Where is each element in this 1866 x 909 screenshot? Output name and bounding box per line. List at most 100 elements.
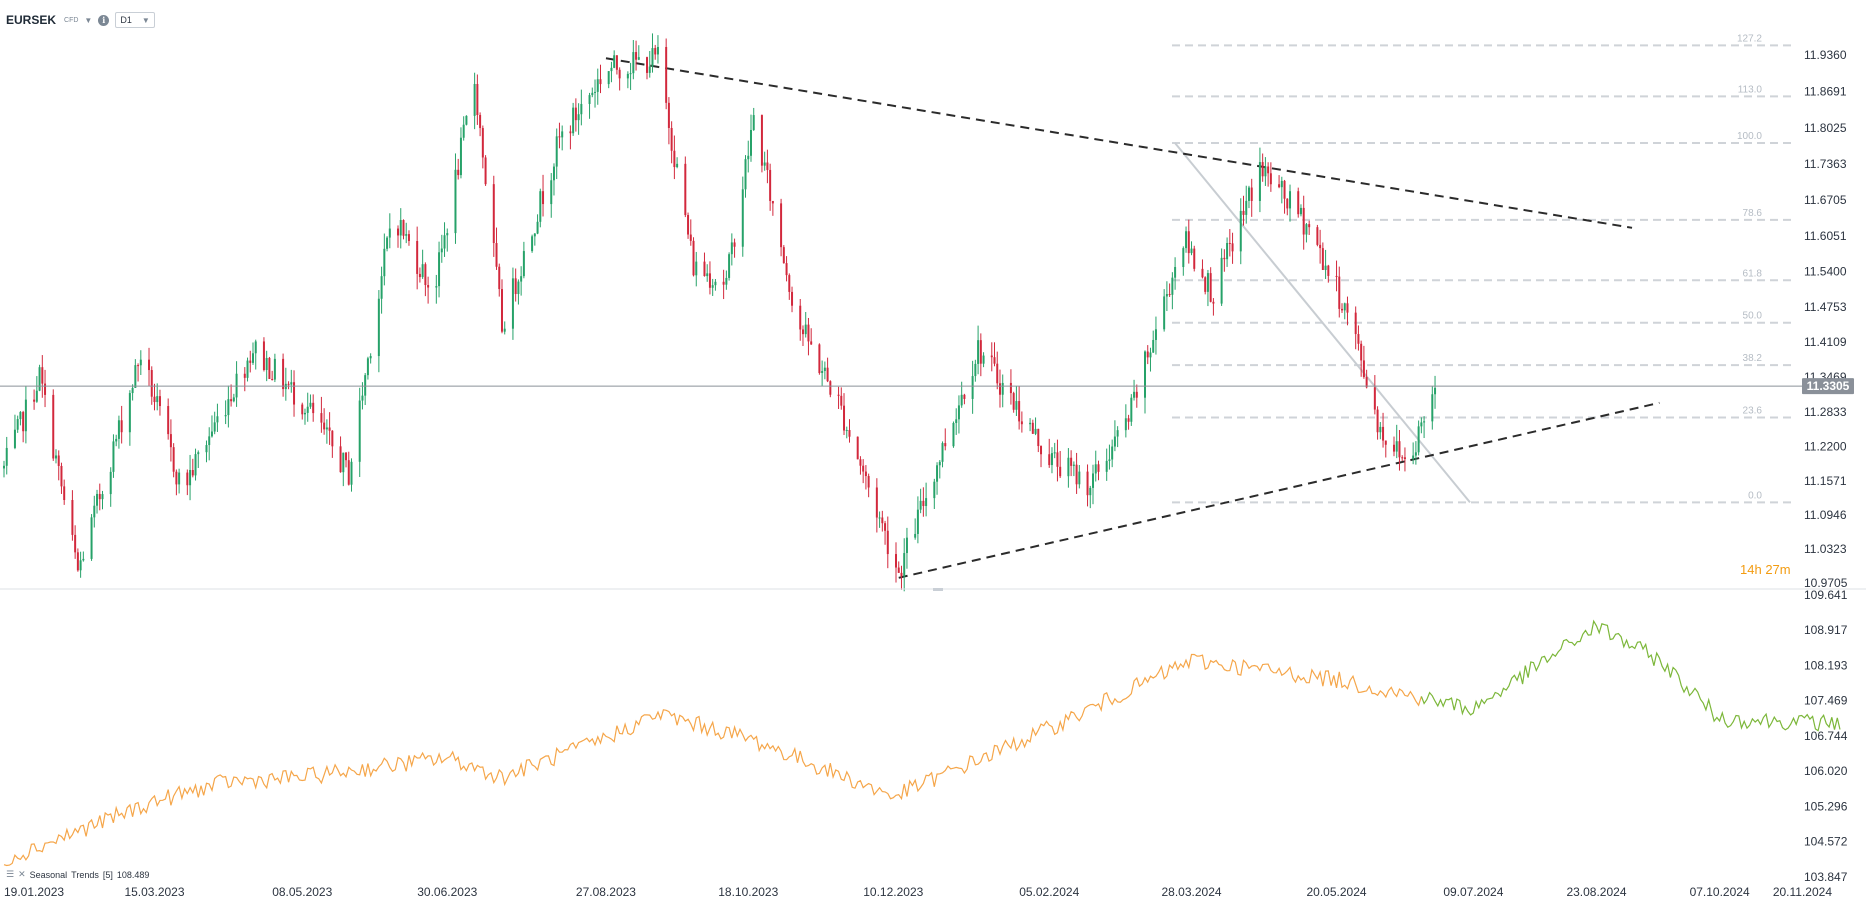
candle-body (1362, 360, 1365, 378)
candle-body (974, 363, 977, 377)
candle-body (656, 46, 659, 55)
symbol-name[interactable]: EURSEK (6, 13, 57, 27)
candle-body (148, 359, 151, 371)
candle-body (169, 434, 172, 448)
candle-body (1144, 351, 1147, 398)
chevron-down-icon[interactable]: ▼ (84, 15, 93, 25)
candle-body (555, 136, 558, 167)
candle-body (131, 387, 134, 394)
candle-body (232, 397, 235, 402)
candle-body (905, 537, 908, 554)
fibonacci-retracement[interactable]: 127.2 113.0 100.0 78.6 61.8 50.0 38.2 23.6 0.0 (1172, 33, 1792, 504)
candle-body (804, 324, 807, 335)
candle-body (309, 402, 312, 407)
candle-body (1324, 265, 1327, 271)
candle-body (101, 494, 104, 500)
candle-body (689, 234, 692, 241)
candle-body (665, 46, 668, 103)
candle-body (1116, 430, 1119, 437)
candle-body (440, 248, 443, 253)
candle-body (903, 553, 906, 577)
price-axis-label: 11.7363 (1804, 157, 1847, 171)
candle-body (1031, 422, 1034, 434)
menu-icon[interactable]: ☰ (6, 869, 15, 879)
candle-body (1037, 428, 1040, 447)
candle-body (569, 131, 572, 134)
candle-body (369, 356, 372, 359)
candle-body (637, 57, 640, 60)
candle-body (1086, 471, 1089, 496)
timeframe-select[interactable]: D1 ▼ (115, 12, 155, 28)
candle-body (380, 276, 383, 299)
time-axis-label: 27.08.2023 (576, 885, 636, 899)
candle-body (224, 415, 227, 417)
info-icon[interactable]: i (98, 14, 110, 26)
seasonal-trend-line (3, 619, 1841, 867)
candle-body (306, 406, 309, 413)
candle-body (900, 572, 903, 577)
candle-body (1412, 455, 1415, 460)
time-axis-label: 30.06.2023 (417, 885, 477, 899)
candle-body (44, 383, 47, 395)
candle-body (1401, 457, 1404, 459)
candle-body (320, 413, 323, 423)
candle-body (531, 236, 534, 252)
candle-body (178, 472, 181, 485)
fib-level-label: 100.0 (1737, 131, 1762, 142)
candle-body (878, 517, 881, 519)
candle-body (421, 264, 424, 278)
candle-body (1228, 242, 1231, 244)
price-axis-label: 11.8025 (1804, 121, 1847, 135)
candle-body (648, 66, 651, 73)
candle-body (484, 157, 487, 185)
candle-body (457, 169, 460, 176)
trendlines[interactable] (605, 57, 1660, 579)
candle-body (175, 471, 178, 485)
candle-body (993, 357, 996, 364)
candle-body (1327, 265, 1330, 276)
candle-body (618, 69, 621, 79)
candle-body (402, 220, 405, 236)
candle-body (189, 469, 192, 486)
current-price-tag (1802, 378, 1854, 395)
candle-body (1209, 273, 1212, 302)
candle-body (1212, 301, 1215, 304)
price-axis-label: 11.2200 (1804, 440, 1847, 454)
candle-body (1015, 401, 1018, 410)
candle-body (897, 567, 900, 573)
candle-body (1001, 382, 1004, 395)
candle-body (1335, 275, 1338, 277)
candle-body (763, 162, 766, 166)
candle-body (952, 423, 955, 447)
candle-body (1278, 184, 1281, 188)
candle-body (1434, 387, 1437, 395)
candle-body (377, 298, 380, 357)
candle-body (613, 55, 616, 68)
candle-body (1187, 231, 1190, 254)
panel-resize-handle[interactable] (933, 588, 943, 591)
candle-body (1247, 187, 1250, 201)
candle-body (558, 136, 561, 138)
time-axis-label: 20.05.2024 (1307, 885, 1367, 899)
candle-body (1423, 421, 1426, 423)
candle-body (821, 370, 824, 374)
candle-body (676, 163, 679, 168)
candle-body (914, 533, 917, 538)
candle-body (799, 305, 802, 330)
candle-body (1204, 277, 1207, 292)
timeframe-value: D1 (120, 15, 132, 25)
indicator-axis-label: 107.469 (1804, 694, 1848, 708)
candle-body (1050, 453, 1053, 466)
time-axis-label: 19.01.2023 (4, 885, 64, 899)
close-icon[interactable]: ✕ (18, 869, 26, 879)
candle-body (407, 234, 410, 242)
candle-body (435, 286, 438, 288)
candle-body (1133, 391, 1136, 398)
candle-body (550, 180, 553, 205)
candle-body (63, 486, 66, 500)
candle-body (1250, 187, 1253, 201)
candle-body (22, 412, 25, 432)
candle-body (818, 344, 821, 374)
candle-body (251, 353, 254, 363)
